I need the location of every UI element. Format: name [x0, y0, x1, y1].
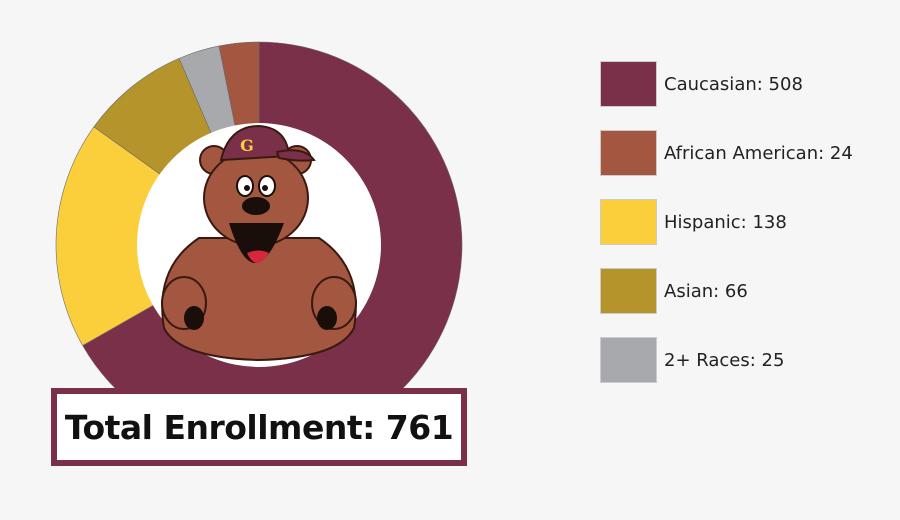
legend-swatch	[600, 130, 657, 176]
legend-item-hispanic: Hispanic: 138	[600, 199, 853, 245]
legend-label: 2+ Races: 25	[664, 349, 785, 371]
legend-label: Hispanic: 138	[664, 211, 787, 233]
legend-item-african-american: African American: 24	[600, 130, 853, 176]
legend-label: Asian: 66	[664, 280, 748, 302]
legend-swatch	[600, 337, 657, 383]
legend-item-asian: Asian: 66	[600, 268, 853, 314]
legend-item-caucasian: Caucasian: 508	[600, 61, 853, 107]
legend-label: Caucasian: 508	[664, 73, 803, 95]
legend-swatch	[600, 61, 657, 107]
legend-swatch	[600, 268, 657, 314]
total-enrollment-box: Total Enrollment: 761	[51, 388, 467, 466]
bear-mascot-icon: G	[161, 124, 357, 362]
legend: Caucasian: 508 African American: 24 Hisp…	[600, 61, 853, 406]
svg-text:G: G	[240, 136, 254, 155]
total-enrollment-label: Total Enrollment: 761	[64, 407, 454, 447]
legend-item-two-plus-races: 2+ Races: 25	[600, 337, 853, 383]
legend-swatch	[600, 199, 657, 245]
legend-label: African American: 24	[664, 142, 853, 164]
